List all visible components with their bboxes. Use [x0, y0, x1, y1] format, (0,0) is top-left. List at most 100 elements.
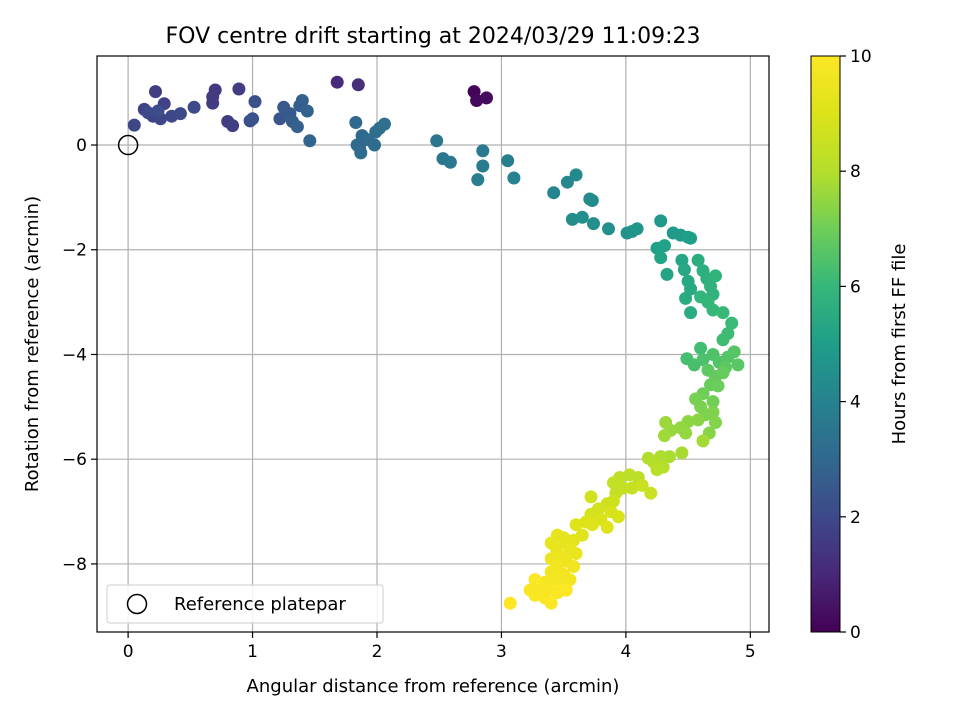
data-point: [560, 175, 574, 189]
data-point: [696, 353, 710, 367]
data-point: [706, 303, 720, 317]
data-point: [654, 251, 668, 265]
data-point: [694, 341, 708, 355]
x-tick-label: 0: [123, 642, 134, 662]
data-point: [716, 306, 730, 320]
data-point: [584, 490, 598, 504]
x-tick-label: 3: [496, 642, 507, 662]
data-point: [716, 366, 730, 380]
data-point: [654, 214, 668, 228]
data-point: [349, 116, 363, 129]
colorbar-label: Hours from first FF file: [889, 244, 910, 445]
data-point: [635, 478, 649, 492]
data-point: [587, 217, 600, 231]
y-tick-label: −4: [62, 345, 87, 365]
data-point: [501, 154, 515, 168]
data-point: [295, 94, 309, 107]
data-point: [528, 588, 542, 602]
data-point: [679, 426, 693, 440]
data-point: [677, 263, 691, 277]
colorbar-tick-label: 10: [850, 47, 872, 67]
y-tick-label: −6: [62, 450, 87, 470]
data-point: [569, 168, 583, 182]
data-point: [557, 531, 571, 545]
data-point: [330, 75, 344, 89]
data-point: [173, 107, 187, 121]
plot-frame: [96, 55, 770, 633]
data-point: [378, 117, 391, 131]
colorbar-tick-label: 4: [850, 393, 861, 413]
y-axis-label: Rotation from reference (arcmin): [22, 196, 43, 492]
data-point: [602, 222, 615, 236]
scatter-points: [127, 75, 745, 610]
colorbar-tick-label: 2: [850, 508, 861, 528]
data-point: [725, 316, 739, 330]
x-tick-label: 2: [372, 642, 383, 662]
data-point: [658, 429, 671, 443]
data-point: [691, 413, 705, 427]
data-point: [706, 395, 720, 409]
data-point: [696, 434, 710, 448]
data-point: [232, 82, 246, 96]
data-point: [569, 547, 583, 560]
data-point: [679, 291, 693, 305]
data-point: [727, 345, 741, 359]
y-axis-ticks: 0 −2 −4 −6 −8: [62, 136, 97, 575]
data-point: [623, 468, 637, 482]
y-tick-label: 0: [76, 136, 87, 156]
data-point: [709, 269, 722, 283]
reference-platepar-marker: [117, 134, 139, 156]
data-point: [644, 486, 658, 500]
data-point: [691, 253, 705, 267]
data-point: [248, 95, 262, 109]
x-tick-label: 5: [745, 642, 756, 662]
data-point: [711, 379, 725, 393]
legend-box: [106, 584, 384, 624]
x-tick-label: 1: [247, 642, 258, 662]
x-axis-ticks: 0 1 2 3 4 5: [123, 632, 756, 662]
data-point: [585, 194, 599, 207]
colorbar-ticks: 0 2 4 6 8 10: [840, 47, 872, 643]
data-point: [151, 104, 165, 118]
y-tick-label: −8: [62, 555, 87, 575]
data-point: [731, 358, 745, 372]
data-point: [650, 463, 664, 477]
data-point: [443, 155, 457, 169]
data-point: [480, 91, 493, 105]
data-point: [503, 596, 517, 610]
data-point: [206, 96, 220, 110]
data-point: [226, 119, 240, 133]
data-point: [709, 416, 722, 429]
data-point: [187, 100, 201, 114]
data-point: [611, 510, 625, 524]
data-point: [684, 231, 698, 245]
data-point: [630, 222, 644, 236]
data-point: [507, 171, 521, 185]
data-point: [684, 306, 698, 320]
data-point: [141, 106, 155, 120]
data-point: [528, 573, 542, 587]
legend-entry-reference-platepar: Reference platepar: [174, 594, 346, 615]
data-point: [625, 481, 639, 495]
y-tick-label: −2: [62, 241, 87, 261]
legend: Reference platepar: [106, 584, 384, 624]
data-point: [430, 134, 444, 148]
data-point: [606, 476, 620, 490]
colorbar-tick-label: 0: [850, 623, 861, 643]
data-point: [559, 583, 573, 597]
data-point: [127, 118, 141, 132]
data-point: [585, 518, 599, 532]
data-point: [706, 405, 720, 419]
x-axis-label: Angular distance from reference (arcmin): [247, 676, 620, 697]
colorbar-tick-label: 6: [850, 277, 861, 297]
data-point: [351, 78, 365, 92]
data-point: [600, 520, 614, 534]
data-point: [303, 134, 317, 148]
data-point: [470, 94, 484, 107]
data-point: [567, 560, 581, 573]
data-point: [273, 112, 287, 126]
data-point: [476, 159, 490, 173]
x-tick-label: 4: [620, 642, 631, 662]
colorbar-tick-label: 8: [850, 162, 861, 182]
